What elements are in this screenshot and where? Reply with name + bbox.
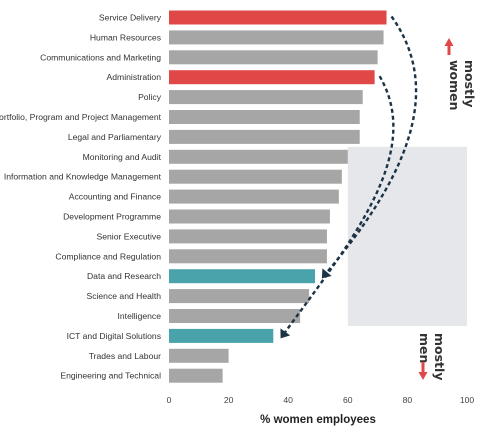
category-label: Data and Research — [87, 271, 161, 281]
bar — [169, 289, 310, 304]
connector-arrow — [326, 15, 418, 273]
category-label: Engineering and Technical — [60, 371, 161, 381]
category-label: Legal and Parliamentary — [68, 132, 162, 142]
bar — [169, 90, 363, 105]
bar — [169, 50, 378, 65]
category-label: Intelligence — [118, 311, 162, 321]
bar — [169, 129, 360, 144]
bar — [169, 348, 229, 363]
arrowhead-icon — [321, 268, 332, 279]
bar — [169, 309, 301, 323]
category-label: Trades and Labour — [89, 351, 161, 361]
category-label: Service Delivery — [99, 13, 162, 23]
bar — [169, 110, 360, 124]
bar — [169, 328, 274, 343]
connector-arrow — [284, 75, 395, 333]
category-label: Policy — [138, 92, 162, 102]
bar — [169, 209, 330, 224]
category-label: Monitoring and Audit — [83, 152, 162, 162]
category-label: Administration — [107, 72, 162, 82]
bottom-annotation: mostly men — [417, 333, 447, 380]
category-label: Development Programme — [63, 212, 161, 222]
up-arrow-icon — [444, 38, 454, 46]
bottom-annotation-line2: men — [417, 333, 432, 363]
bar — [169, 249, 327, 264]
x-tick-label: 20 — [224, 395, 234, 405]
bar — [169, 229, 327, 244]
bar — [169, 368, 223, 383]
category-label: ICT and Digital Solutions — [67, 331, 161, 341]
x-axis-label: % women employees — [260, 414, 376, 426]
top-annotation: mostly women — [444, 38, 477, 111]
category-label: Communications and Marketing — [40, 52, 161, 62]
bar — [169, 70, 375, 85]
bar — [169, 30, 384, 45]
category-label: Portfolio, Program and Project Managemen… — [0, 112, 162, 122]
x-tick-label: 80 — [403, 395, 413, 405]
bar — [169, 169, 342, 184]
category-label: Information and Knowledge Management — [4, 172, 162, 182]
x-tick-label: 40 — [283, 395, 293, 405]
shaded-region — [347, 146, 467, 326]
x-tick-label: 0 — [167, 395, 172, 405]
down-arrow-shaft — [421, 362, 425, 372]
x-tick-label: 60 — [343, 395, 353, 405]
category-label: Senior Executive — [97, 231, 162, 241]
bar — [169, 269, 316, 284]
bar — [169, 189, 339, 204]
bar — [169, 10, 387, 25]
category-label: Accounting and Finance — [69, 192, 161, 202]
top-annotation-line1: mostly — [462, 60, 477, 107]
category-label: Science and Health — [86, 291, 161, 301]
category-label: Compliance and Regulation — [55, 251, 161, 261]
bottom-annotation-line1: mostly — [432, 333, 447, 380]
down-arrow-icon — [418, 372, 428, 380]
up-arrow-shaft — [447, 45, 451, 55]
bar — [169, 149, 348, 164]
x-tick-label: 100 — [460, 395, 475, 405]
top-annotation-line2: women — [447, 60, 462, 111]
arrowhead-icon — [280, 328, 291, 339]
category-label: Human Resources — [90, 32, 161, 42]
